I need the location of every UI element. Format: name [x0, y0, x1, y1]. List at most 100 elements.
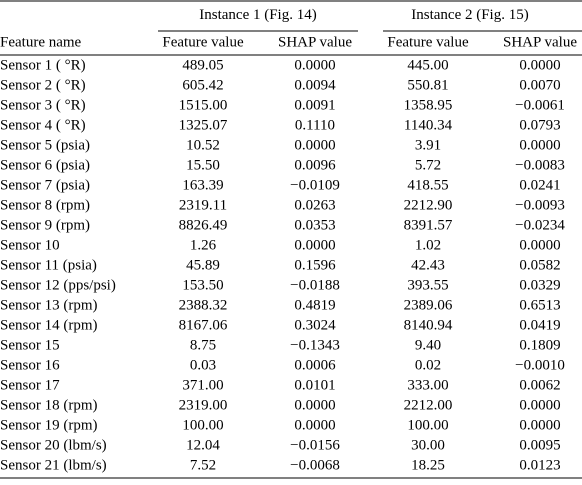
- cell-value: −0.0156: [290, 437, 340, 453]
- feature-name: Sensor 16: [0, 357, 60, 373]
- cell-value: 0.0000: [519, 397, 560, 413]
- cell-value: −0.1343: [290, 337, 340, 353]
- cell-value: 550.81: [407, 77, 448, 93]
- cell-value: 2389.06: [404, 297, 453, 313]
- cell-value: 0.0070: [519, 77, 560, 93]
- cell-value: 7.52: [190, 457, 216, 473]
- cell-value: 15.50: [186, 157, 220, 173]
- figure-ref: 14: [297, 7, 313, 23]
- cell-value: 163.39: [182, 177, 223, 193]
- feature-name: Sensor 5 (psia): [0, 137, 90, 153]
- cell-value: 0.0091: [294, 97, 335, 113]
- cell-value: 0.1110: [295, 117, 335, 133]
- cell-value: 2388.32: [179, 297, 228, 313]
- cell-value: 371.00: [182, 377, 223, 393]
- cell-value: 100.00: [182, 417, 223, 433]
- cell-value: −0.0083: [515, 157, 565, 173]
- feature-name: Sensor 15: [0, 337, 60, 353]
- cell-value: 0.0062: [519, 377, 560, 393]
- cell-value: 0.0000: [294, 397, 335, 413]
- cell-value: 5.72: [415, 157, 441, 173]
- cell-value: 0.0000: [519, 137, 560, 153]
- feature-name: Sensor 17: [0, 377, 60, 393]
- group-header: Instance 1 (Fig. 14): [199, 7, 316, 23]
- cell-value: 0.0263: [294, 197, 335, 213]
- cell-value: −0.0068: [290, 457, 340, 473]
- cell-value: −0.0093: [515, 197, 565, 213]
- feature-name: Sensor 21 (lbm/s): [0, 457, 107, 473]
- cell-value: 393.55: [407, 277, 448, 293]
- cell-value: 45.89: [186, 257, 220, 273]
- cell-value: 1515.00: [179, 97, 228, 113]
- cell-value: 0.0000: [294, 137, 335, 153]
- group-label: ): [312, 7, 317, 23]
- feature-name: Sensor 19 (rpm): [0, 417, 98, 433]
- cell-value: 445.00: [407, 57, 448, 73]
- cell-value: 0.6513: [519, 297, 560, 313]
- cell-value: 0.4819: [294, 297, 335, 313]
- cell-value: 1140.34: [404, 117, 453, 133]
- cell-value: −0.0234: [515, 217, 565, 233]
- feature-name: Sensor 10: [0, 237, 60, 253]
- feature-name: Sensor 18 (rpm): [0, 397, 98, 413]
- cell-value: 0.0006: [294, 357, 336, 373]
- cell-value: 0.0241: [519, 177, 560, 193]
- group-label: Instance 2 (Fig.: [411, 7, 508, 23]
- cell-value: 8.75: [190, 337, 216, 353]
- feature-name: Sensor 13 (rpm): [0, 297, 98, 313]
- cell-value: 0.0096: [294, 157, 336, 173]
- cell-value: 0.1809: [519, 337, 560, 353]
- cell-value: 1358.95: [404, 97, 453, 113]
- cell-value: 0.0000: [519, 57, 560, 73]
- cell-value: 9.40: [415, 337, 441, 353]
- group-label: Instance 1 (Fig.: [199, 7, 296, 23]
- cell-value: 2319.00: [179, 397, 228, 413]
- column-header: Feature value: [162, 34, 244, 50]
- cell-value: 0.03: [190, 357, 216, 373]
- cell-value: 2319.11: [179, 197, 227, 213]
- cell-value: 8140.94: [404, 317, 453, 333]
- cell-value: 418.55: [407, 177, 448, 193]
- cell-value: −0.0010: [515, 357, 565, 373]
- cell-value: 30.00: [411, 437, 445, 453]
- column-header: Feature name: [0, 34, 82, 50]
- group-label: ): [524, 7, 529, 23]
- cell-value: 0.0793: [519, 117, 560, 133]
- cell-value: −0.0061: [515, 97, 565, 113]
- cell-value: 489.05: [182, 57, 223, 73]
- feature-name: Sensor 9 (rpm): [0, 217, 90, 233]
- cell-value: 0.0094: [294, 77, 336, 93]
- cell-value: 333.00: [407, 377, 448, 393]
- cell-value: 0.0419: [519, 317, 560, 333]
- cell-value: 0.0101: [294, 377, 335, 393]
- cell-value: 0.0000: [294, 57, 335, 73]
- cell-value: 0.0329: [519, 277, 560, 293]
- cell-value: 8167.06: [179, 317, 228, 333]
- cell-value: 100.00: [407, 417, 448, 433]
- cell-value: 8826.49: [179, 217, 228, 233]
- feature-name: Sensor 1 ( °R): [0, 57, 86, 73]
- cell-value: 0.0123: [519, 457, 560, 473]
- column-header: SHAP value: [503, 34, 577, 50]
- feature-name: Sensor 2 ( °R): [0, 77, 86, 93]
- cell-value: 12.04: [186, 437, 220, 453]
- cell-value: 1.02: [415, 237, 441, 253]
- feature-name: Sensor 4 ( °R): [0, 117, 86, 133]
- cell-value: 0.02: [415, 357, 441, 373]
- cell-value: 1325.07: [179, 117, 228, 133]
- cell-value: −0.0188: [290, 277, 340, 293]
- cell-value: 0.0000: [294, 237, 335, 253]
- column-header: Feature value: [387, 34, 469, 50]
- cell-value: −0.0109: [290, 177, 340, 193]
- cell-value: 2212.00: [404, 397, 453, 413]
- cell-value: 0.3024: [294, 317, 336, 333]
- cell-value: 0.0000: [519, 237, 560, 253]
- cell-value: 0.0353: [294, 217, 335, 233]
- feature-name: Sensor 3 ( °R): [0, 97, 86, 113]
- feature-name: Sensor 8 (rpm): [0, 197, 90, 213]
- cell-value: 0.0000: [294, 417, 335, 433]
- group-header: Instance 2 (Fig. 15): [411, 7, 528, 23]
- cell-value: 8391.57: [404, 217, 453, 233]
